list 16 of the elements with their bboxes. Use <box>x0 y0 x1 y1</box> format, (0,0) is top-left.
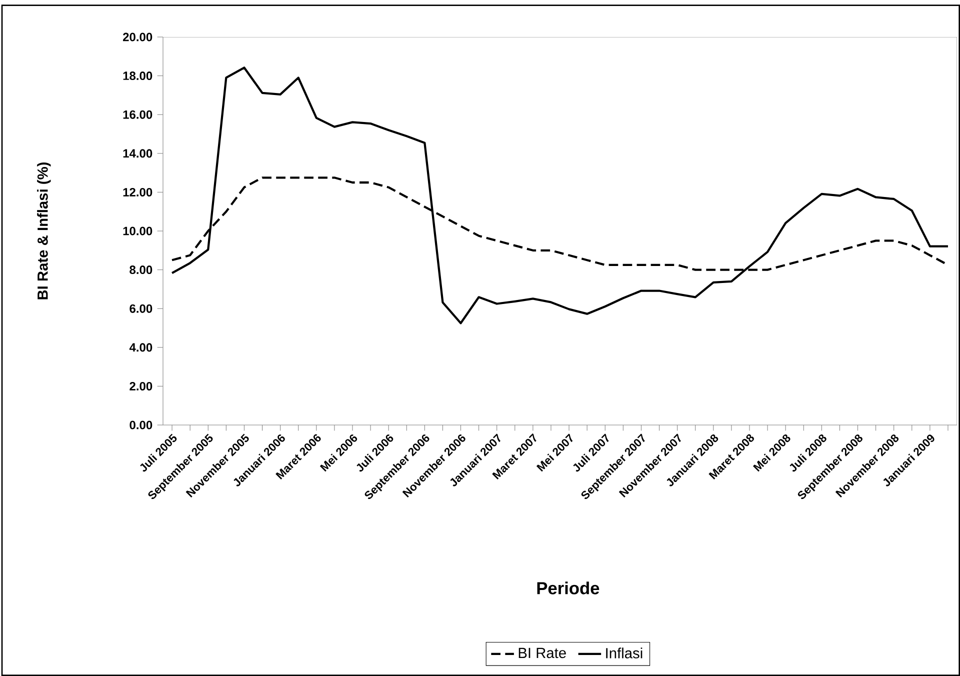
y-tick-label: 10.00 <box>123 226 152 236</box>
legend-label: BI Rate <box>518 648 566 658</box>
x-axis-title: Periode <box>537 582 600 594</box>
y-tick-label: 4.00 <box>129 343 152 352</box>
y-tick-label: 12.00 <box>123 188 152 196</box>
y-tick-label: 0.00 <box>130 420 152 430</box>
y-tick-label: 8.00 <box>130 266 152 274</box>
y-tick-label: 18.00 <box>123 72 152 80</box>
y-axis-title: BI Rate & Inflasi (%) <box>37 162 51 300</box>
legend-label: Inflasi <box>606 648 642 658</box>
y-tick-label: 6.00 <box>130 304 152 313</box>
y-tick-label: 14.00 <box>123 149 152 158</box>
y-tick-label: 16.00 <box>123 110 152 119</box>
y-tick-label: 20.00 <box>122 32 152 42</box>
y-tick-label: 2.00 <box>130 382 152 390</box>
line-series <box>170 66 950 324</box>
